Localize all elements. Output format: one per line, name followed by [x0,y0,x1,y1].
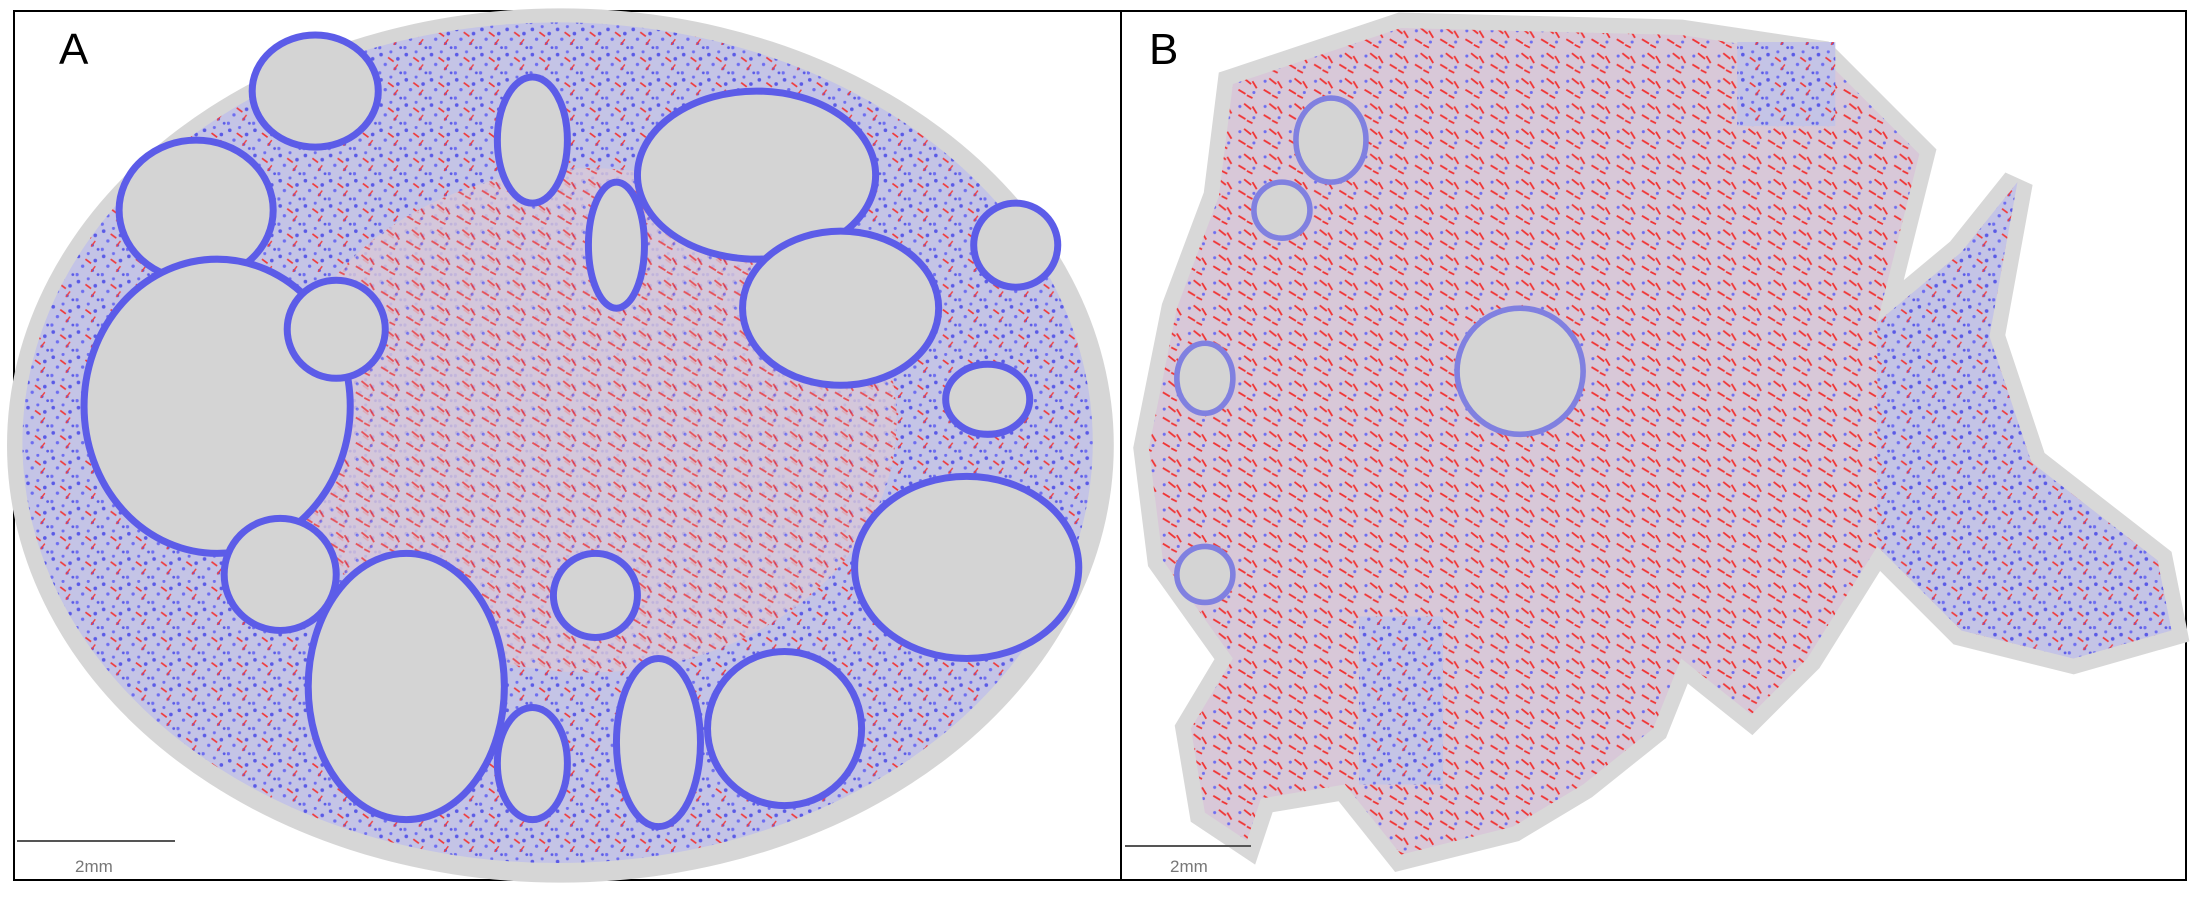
panel-label: A [59,25,89,74]
scale-bar-label: 2mm [75,857,113,876]
panel-label: B [1149,25,1178,74]
panel-a: A 2mm [7,8,1122,883]
panel-b: B 2mm [1120,10,2190,881]
scale-bar-label: 2mm [1170,857,1208,876]
